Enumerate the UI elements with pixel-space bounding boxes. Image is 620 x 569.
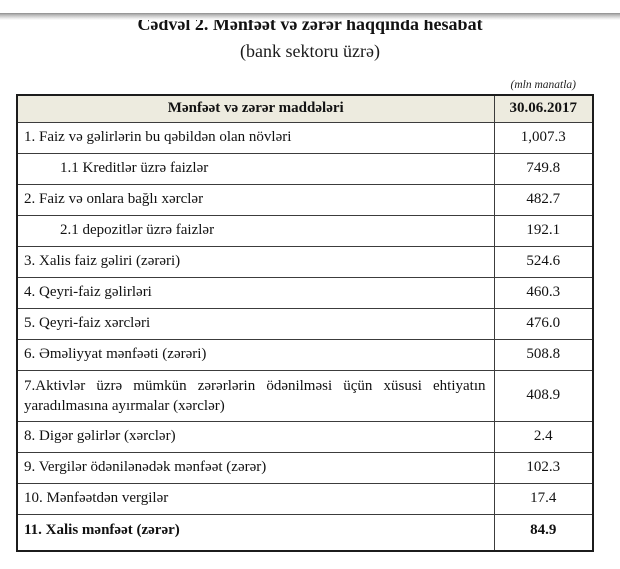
table-row: 3. Xalis faiz gəliri (zərəri) 524.6 xyxy=(16,245,594,278)
profit-loss-table: Mənfəət və zərər maddələri 30.06.2017 1.… xyxy=(16,94,594,552)
row-value: 84.9 xyxy=(493,513,594,552)
row-value: 408.9 xyxy=(493,369,594,422)
row-label: 8. Digər gəlirlər (xərclər) xyxy=(16,420,495,453)
table-row: 10. Mənfəətdən vergilər 17.4 xyxy=(16,482,594,515)
page-top-divider xyxy=(0,13,620,20)
table-row: 8. Digər gəlirlər (xərclər) 2.4 xyxy=(16,420,594,453)
row-label: 2. Faiz və onlara bağlı xərclər xyxy=(16,183,495,216)
row-value: 192.1 xyxy=(493,214,594,247)
table-row: 2. Faiz və onlara bağlı xərclər 482.7 xyxy=(16,183,594,216)
row-value: 460.3 xyxy=(493,276,594,309)
row-label: 6. Əməliyyat mənfəəti (zərəri) xyxy=(16,338,495,371)
row-label: 11. Xalis mənfəət (zərər) xyxy=(16,513,495,552)
row-label: 10. Mənfəətdən vergilər xyxy=(16,482,495,515)
table-row: 1. Faiz və gəlirlərin bu qəbildən olan n… xyxy=(16,121,594,154)
table-row: 6. Əməliyyat mənfəəti (zərəri) 508.8 xyxy=(16,338,594,371)
row-label: 4. Qeyri-faiz gəlirləri xyxy=(16,276,495,309)
table-row: 1.1 Kreditlər üzrə faizlər 749.8 xyxy=(16,152,594,185)
table-body: 1. Faiz və gəlirlərin bu qəbildən olan n… xyxy=(16,121,594,552)
table-row: 7.Aktivlər üzrə mümkün zərərlərin ödənil… xyxy=(16,369,594,422)
row-label: 1. Faiz və gəlirlərin bu qəbildən olan n… xyxy=(16,121,495,154)
table-row: 9. Vergilər ödənilənədək mənfəət (zərər)… xyxy=(16,451,594,484)
row-value: 508.8 xyxy=(493,338,594,371)
table-row: 11. Xalis mənfəət (zərər) 84.9 xyxy=(16,513,594,552)
table-header-row: Mənfəət və zərər maddələri 30.06.2017 xyxy=(16,94,594,123)
row-value: 524.6 xyxy=(493,245,594,278)
row-value: 482.7 xyxy=(493,183,594,216)
row-label: 9. Vergilər ödənilənədək mənfəət (zərər) xyxy=(16,451,495,484)
row-label: 7.Aktivlər üzrə mümkün zərərlərin ödənil… xyxy=(16,369,495,422)
column-header-items: Mənfəət və zərər maddələri xyxy=(16,94,495,123)
row-value: 102.3 xyxy=(493,451,594,484)
table-row: 2.1 depozitlər üzrə faizlər 192.1 xyxy=(16,214,594,247)
column-header-date: 30.06.2017 xyxy=(493,94,594,123)
table-row: 4. Qeyri-faiz gəlirləri 460.3 xyxy=(16,276,594,309)
row-label: 2.1 depozitlər üzrə faizlər xyxy=(16,214,495,247)
row-label: 1.1 Kreditlər üzrə faizlər xyxy=(16,152,495,185)
table-row: 5. Qeyri-faiz xərcləri 476.0 xyxy=(16,307,594,340)
document-page: Cədvəl 2. Mənfəət və zərər haqqında hesa… xyxy=(0,13,620,569)
row-label: 5. Qeyri-faiz xərcləri xyxy=(16,307,495,340)
row-value: 1,007.3 xyxy=(493,121,594,154)
unit-note: (mln manatla) xyxy=(510,79,576,91)
row-value: 17.4 xyxy=(493,482,594,515)
row-label: 3. Xalis faiz gəliri (zərəri) xyxy=(16,245,495,278)
row-value: 476.0 xyxy=(493,307,594,340)
row-value: 749.8 xyxy=(493,152,594,185)
row-value: 2.4 xyxy=(493,420,594,453)
document-subtitle: (bank sektoru üzrə) xyxy=(240,41,380,61)
